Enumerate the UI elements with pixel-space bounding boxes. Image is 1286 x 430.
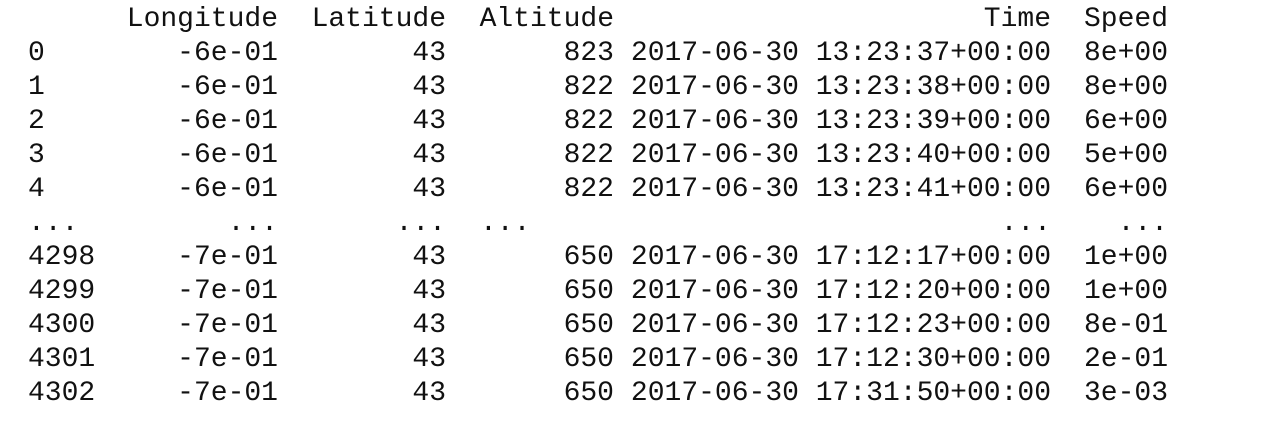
cell: 43	[412, 174, 446, 205]
cell: 822	[563, 106, 614, 137]
column-header: Time	[983, 4, 1051, 35]
cell: 43	[412, 140, 446, 171]
cell: 822	[563, 140, 614, 171]
cell: -7e-01	[177, 276, 278, 307]
cell: 1e+00	[1083, 242, 1168, 273]
cell: 43	[412, 344, 446, 375]
row-index: 1	[28, 72, 45, 103]
cell: 43	[412, 378, 446, 409]
cell: 2017-06-30 13:23:40+00:00	[630, 140, 1051, 171]
cell: 8e+00	[1083, 72, 1168, 103]
cell: 2e-01	[1083, 344, 1168, 375]
cell: -6e-01	[177, 174, 278, 205]
row-index: 3	[28, 140, 45, 171]
cell: 5e+00	[1083, 140, 1168, 171]
cell: -6e-01	[177, 140, 278, 171]
cell: ...	[227, 208, 278, 239]
cell: 43	[412, 310, 446, 341]
cell: -6e-01	[177, 106, 278, 137]
cell: ...	[1117, 208, 1168, 239]
cell: ...	[1000, 208, 1051, 239]
row-index: 4	[28, 174, 45, 205]
row-index: 4302	[28, 378, 96, 409]
cell: 822	[563, 72, 614, 103]
cell: 2017-06-30 17:12:20+00:00	[630, 276, 1051, 307]
cell: 650	[563, 310, 614, 341]
row-index: 4301	[28, 344, 96, 375]
cell: 43	[412, 242, 446, 273]
cell: 2017-06-30 17:12:30+00:00	[630, 344, 1051, 375]
column-header: Latitude	[311, 4, 446, 35]
cell: 2017-06-30 13:23:38+00:00	[630, 72, 1051, 103]
cell: 3e-03	[1083, 378, 1168, 409]
row-index: 2	[28, 106, 45, 137]
column-header: Longitude	[126, 4, 278, 35]
cell: 2017-06-30 13:23:39+00:00	[630, 106, 1051, 137]
cell: 6e+00	[1083, 106, 1168, 137]
cell: 2017-06-30 13:23:37+00:00	[630, 38, 1051, 69]
cell: 650	[563, 242, 614, 273]
row-index: 4300	[28, 310, 96, 341]
cell: 6e+00	[1083, 174, 1168, 205]
cell: 823	[563, 38, 614, 69]
cell: 2017-06-30 17:31:50+00:00	[630, 378, 1051, 409]
row-index: 0	[28, 38, 45, 69]
cell: 8e+00	[1083, 38, 1168, 69]
cell: 2017-06-30 17:12:17+00:00	[630, 242, 1051, 273]
cell: 822	[563, 174, 614, 205]
cell: 1e+00	[1083, 276, 1168, 307]
cell: 2017-06-30 13:23:41+00:00	[630, 174, 1051, 205]
cell: -6e-01	[177, 72, 278, 103]
cell: 43	[412, 72, 446, 103]
cell: 650	[563, 344, 614, 375]
cell: 650	[563, 276, 614, 307]
cell: -6e-01	[177, 38, 278, 69]
cell: -7e-01	[177, 310, 278, 341]
cell: 43	[412, 106, 446, 137]
cell: 43	[412, 276, 446, 307]
cell: ...	[480, 208, 531, 239]
cell: ...	[395, 208, 446, 239]
cell: 650	[563, 378, 614, 409]
column-header: Speed	[1083, 4, 1168, 35]
cell: -7e-01	[177, 344, 278, 375]
row-index: 4298	[28, 242, 96, 273]
cell: 43	[412, 38, 446, 69]
cell: -7e-01	[177, 378, 278, 409]
cell: 2017-06-30 17:12:23+00:00	[630, 310, 1051, 341]
row-index: 4299	[28, 276, 96, 307]
cell: -7e-01	[177, 242, 278, 273]
row-index: ...	[28, 208, 79, 239]
column-header: Altitude	[479, 4, 614, 35]
cell: 8e-01	[1083, 310, 1168, 341]
